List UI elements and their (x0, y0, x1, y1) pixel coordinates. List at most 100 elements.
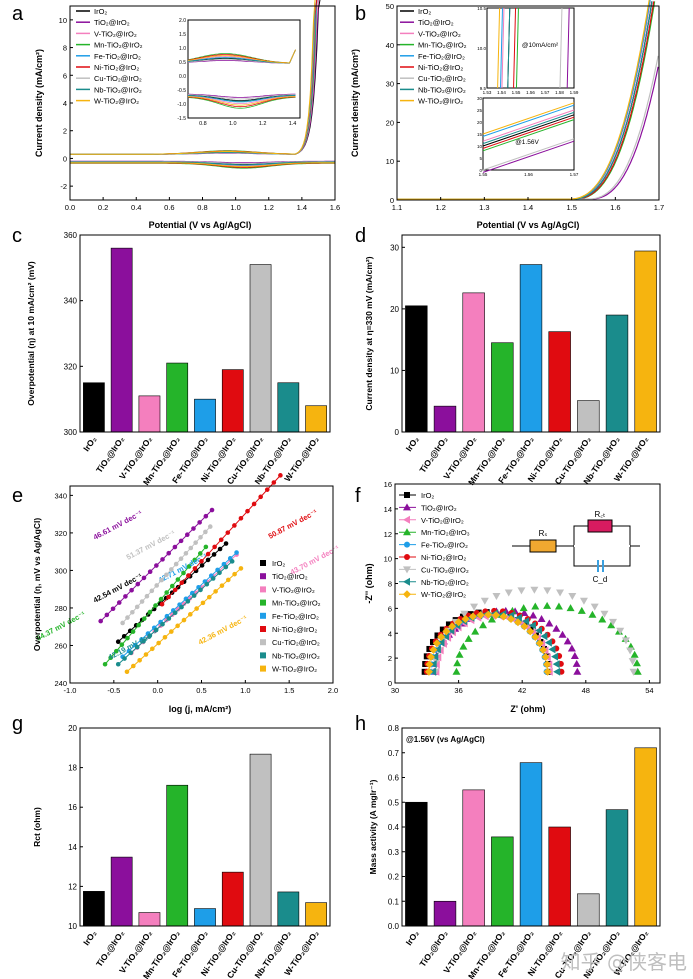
y-tick-label: 30 (390, 243, 399, 252)
bar (277, 891, 300, 927)
inset-y-tick-label: 1.5 (179, 32, 186, 38)
nyquist-point (568, 592, 577, 600)
y-tick-label: 360 (64, 231, 78, 240)
tafel-point (219, 583, 225, 588)
tafel-point (203, 513, 209, 519)
nyquist-point (476, 611, 485, 620)
legend-entry: IrO₂ (272, 559, 285, 568)
nyquist-point (552, 660, 560, 669)
tafel-point (169, 567, 174, 572)
inset-y-tick-label: -1.5 (177, 116, 186, 122)
legend-entry: IrO₂ (421, 491, 434, 500)
tafel-point (212, 544, 217, 550)
inset-curve (187, 94, 296, 102)
y-tick-label: 0.1 (388, 897, 400, 906)
tafel-point (164, 590, 169, 595)
inset-top-x-tick-label: 1.58 (555, 90, 564, 95)
nyquist-point (492, 611, 501, 620)
nyquist-point (621, 637, 630, 645)
tafel-point (162, 635, 168, 640)
nyquist-point (519, 604, 528, 612)
nyquist-point (492, 592, 501, 600)
legend-marker (403, 577, 410, 586)
nyquist-point (434, 632, 441, 639)
tafel-point (149, 588, 155, 594)
nyquist-point (553, 667, 561, 676)
y-tick-label: 0.6 (388, 774, 400, 783)
tafel-point (147, 633, 153, 638)
circuit-rct-label: R꜀ₜ (595, 510, 606, 519)
tafel-point (147, 609, 153, 615)
legend-marker (260, 639, 266, 646)
x-axis-label: log (j, mA/cm²) (169, 704, 232, 714)
tafel-point (223, 564, 229, 570)
inset-top-curve (513, 7, 517, 89)
tafel-point (234, 550, 239, 555)
inset-top-y-tick-label: 10.5 (477, 6, 486, 11)
nyquist-point (464, 634, 473, 642)
tafel-point (116, 600, 122, 605)
legend-entry: Cu-TiO₂@IrO₂ (272, 638, 320, 647)
nyquist-point (439, 626, 446, 633)
y-tick-label: 12 (384, 530, 392, 539)
tafel-point (139, 599, 145, 604)
tafel-point (225, 530, 231, 535)
tafel-point (178, 556, 184, 562)
nyquist-point (431, 652, 439, 661)
legend-entry: TiO₂@IrO₂ (94, 18, 130, 27)
tafel-point (278, 473, 283, 478)
legend-entry: Ni-TiO₂@IrO₂ (418, 63, 463, 72)
tafel-point (123, 594, 128, 599)
tafel-point (154, 563, 159, 568)
legend-marker (260, 626, 266, 632)
bar (83, 382, 105, 433)
x-tick-label: 1.6 (610, 203, 620, 212)
tafel-point (191, 593, 197, 598)
y-tick-label: 20 (68, 724, 77, 733)
tafel-point (130, 629, 136, 634)
y-tick-label: 30 (386, 80, 394, 89)
tafel-point (110, 606, 116, 612)
x-tick-label: 48 (582, 686, 590, 695)
tafel-point (169, 583, 175, 589)
inset-x-tick-label: 1.4 (289, 121, 297, 127)
nyquist-point (425, 660, 434, 669)
inset-top-curve (566, 7, 570, 89)
inset-y-tick-label: 0.0 (179, 74, 186, 80)
tafel-point (198, 587, 203, 593)
nyquist-point (424, 667, 433, 676)
nyquist-point (517, 587, 526, 595)
y-tick-label: 240 (54, 679, 67, 688)
tafel-point (175, 606, 181, 612)
nyquist-point (468, 612, 477, 621)
bar (249, 753, 272, 927)
nyquist-point (540, 632, 548, 641)
tafel-point (213, 589, 218, 594)
inset-x-tick-label: 0.8 (199, 121, 207, 127)
tafel-point (232, 571, 237, 577)
x-tick-label: 1.1 (392, 203, 402, 212)
lsv-curve (397, 0, 650, 200)
nyquist-point (537, 615, 546, 623)
tafel-point (153, 627, 159, 633)
tafel-point (245, 508, 250, 514)
nyquist-point (600, 610, 609, 618)
x-tick-label: 1.2 (435, 203, 445, 212)
tafel-point (159, 577, 164, 583)
nyquist-point (437, 638, 445, 647)
inset-curve (187, 49, 296, 64)
nyquist-point (566, 604, 575, 612)
y-axis-label: -Z'' (ohm) (364, 563, 374, 603)
tafel-point (158, 596, 164, 602)
tafel-point (166, 616, 172, 621)
nyquist-point (577, 606, 586, 614)
tafel-point (205, 551, 211, 557)
y-tick-label: 0.2 (388, 873, 400, 882)
tafel-point (175, 577, 181, 582)
nyquist-point (529, 611, 538, 619)
panel-letter-c: c (12, 225, 22, 247)
bar (577, 893, 600, 927)
nyquist-point (633, 667, 642, 675)
inset-y-tick-label: 0.5 (179, 60, 186, 66)
y-tick-label: 340 (64, 297, 78, 306)
